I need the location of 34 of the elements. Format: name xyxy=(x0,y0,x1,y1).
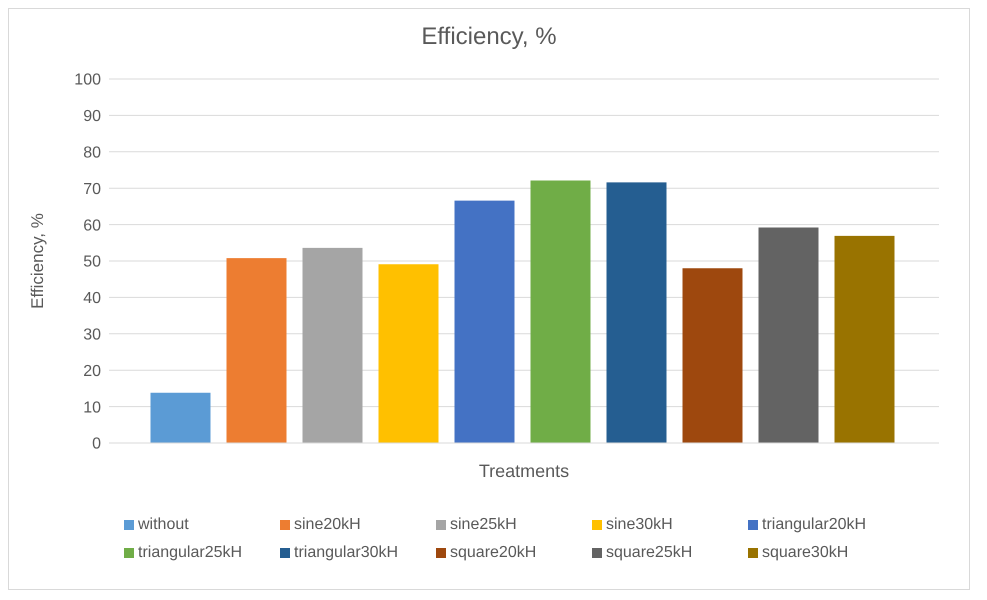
bar xyxy=(150,392,210,443)
y-tick-label: 30 xyxy=(83,326,102,344)
bar xyxy=(302,248,362,443)
legend-label: triangular20kH xyxy=(762,516,866,534)
chart-title: Efficiency, % xyxy=(420,22,558,52)
y-tick-label: 90 xyxy=(83,108,102,126)
legend-label: sine25kH xyxy=(450,516,517,534)
y-tick-label: 20 xyxy=(83,362,102,380)
y-tick-label: 100 xyxy=(74,72,102,89)
y-tick-label: 80 xyxy=(83,144,102,162)
bar xyxy=(226,258,286,443)
legend-label: square30kH xyxy=(762,544,848,562)
y-tick-label: 50 xyxy=(83,254,102,271)
y-tick-label: 0 xyxy=(92,436,102,453)
legend-label: square20kH xyxy=(450,544,536,562)
y-axis-title: Efficiency, % xyxy=(28,213,48,309)
y-tick-label: 40 xyxy=(83,290,102,308)
legend-label: triangular30kH xyxy=(294,544,398,562)
y-tick-label: 70 xyxy=(83,180,102,198)
y-tick-label: 10 xyxy=(83,399,102,416)
legend-label: triangular25kH xyxy=(138,544,242,562)
x-axis-title: Treatments xyxy=(478,461,570,481)
y-tick-label: 60 xyxy=(83,217,102,234)
bar xyxy=(454,200,514,443)
legend-label: without xyxy=(138,516,189,534)
legend-label: sine20kH xyxy=(294,516,361,534)
bar xyxy=(682,268,742,443)
bar xyxy=(758,228,818,443)
legend-label: square25kH xyxy=(606,544,692,562)
bar xyxy=(378,264,438,443)
bar xyxy=(530,180,590,443)
legend-label: sine30kH xyxy=(606,516,673,534)
bar xyxy=(606,182,666,443)
bar xyxy=(834,236,894,443)
